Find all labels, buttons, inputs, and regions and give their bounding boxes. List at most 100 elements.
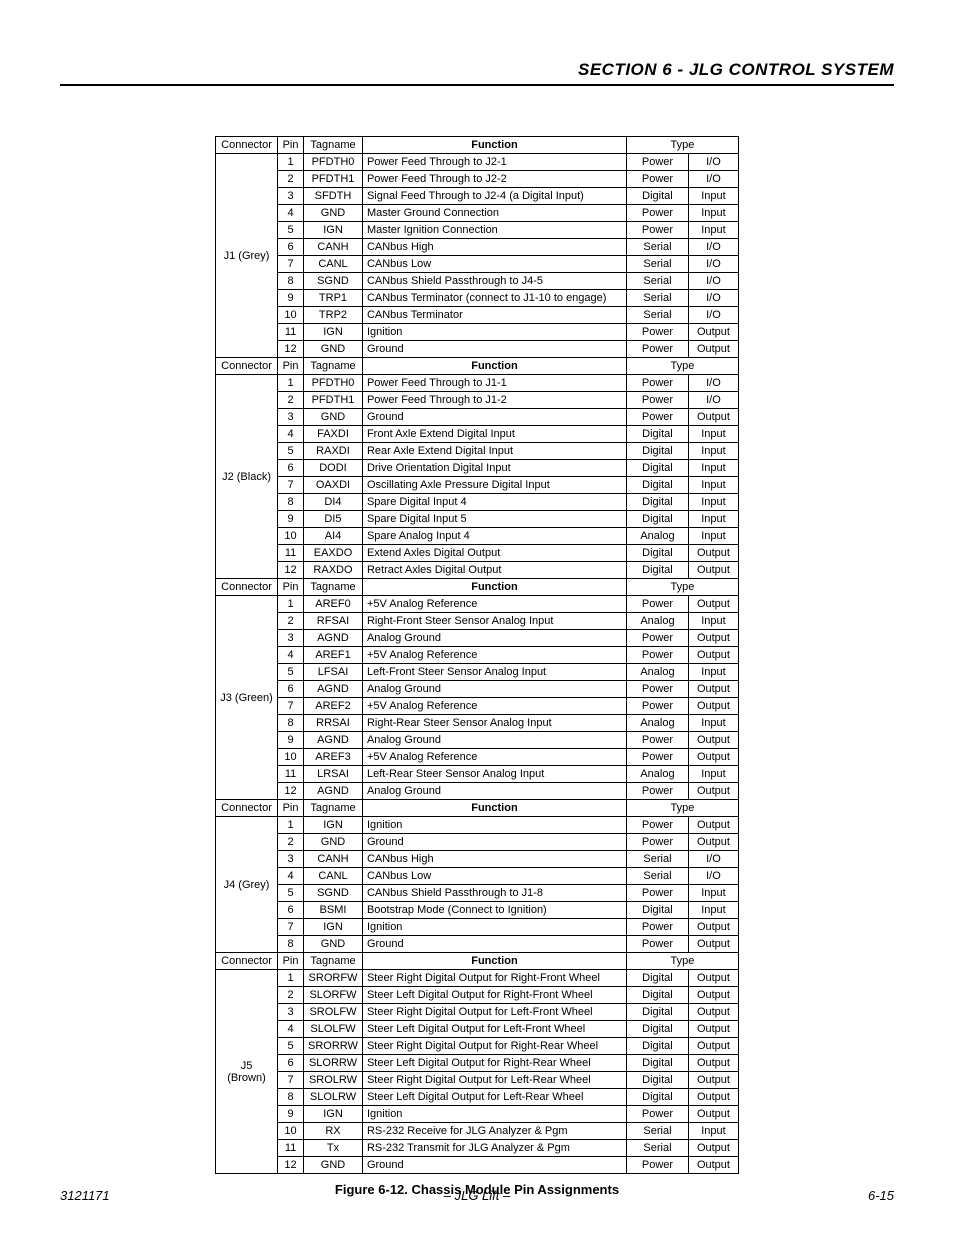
cell-type-category: Digital: [626, 460, 688, 477]
cell-tagname: LFSAI: [304, 664, 363, 681]
cell-type-direction: Input: [688, 766, 738, 783]
cell-tagname: SROLFW: [304, 1004, 363, 1021]
cell-type-category: Power: [626, 834, 688, 851]
table-row: 7OAXDIOscillating Axle Pressure Digital …: [216, 477, 739, 494]
cell-connector: J5 (Brown): [216, 970, 278, 1174]
col-header-tagname: Tagname: [304, 137, 363, 154]
table-row: 4CANLCANbus LowSerialI/O: [216, 868, 739, 885]
cell-type-category: Power: [626, 1106, 688, 1123]
cell-type-category: Power: [626, 1157, 688, 1174]
cell-type-direction: Input: [688, 477, 738, 494]
cell-function: Steer Right Digital Output for Left-Fron…: [362, 1004, 626, 1021]
col-header-type: Type: [626, 953, 738, 970]
cell-type-category: Power: [626, 919, 688, 936]
cell-type-category: Power: [626, 783, 688, 800]
col-header-pin: Pin: [278, 800, 304, 817]
table-row: 5SGNDCANbus Shield Passthrough to J1-8Po…: [216, 885, 739, 902]
cell-type-direction: Output: [688, 834, 738, 851]
cell-tagname: CANH: [304, 851, 363, 868]
cell-pin: 4: [278, 426, 304, 443]
cell-function: CANbus Shield Passthrough to J1-8: [362, 885, 626, 902]
cell-type-category: Power: [626, 647, 688, 664]
cell-tagname: RFSAI: [304, 613, 363, 630]
table-row: 2GNDGroundPowerOutput: [216, 834, 739, 851]
cell-type-category: Power: [626, 630, 688, 647]
cell-tagname: SRORFW: [304, 970, 363, 987]
cell-pin: 5: [278, 1038, 304, 1055]
col-header-function: Function: [362, 800, 626, 817]
cell-function: Analog Ground: [362, 783, 626, 800]
cell-pin: 7: [278, 477, 304, 494]
cell-connector: J1 (Grey): [216, 154, 278, 358]
table-row: 5LFSAILeft-Front Steer Sensor Analog Inp…: [216, 664, 739, 681]
cell-pin: 8: [278, 1089, 304, 1106]
cell-pin: 1: [278, 154, 304, 171]
cell-pin: 2: [278, 171, 304, 188]
col-header-pin: Pin: [278, 579, 304, 596]
cell-type-category: Power: [626, 936, 688, 953]
cell-function: +5V Analog Reference: [362, 698, 626, 715]
cell-type-category: Digital: [626, 1021, 688, 1038]
table-row: 3AGNDAnalog GroundPowerOutput: [216, 630, 739, 647]
cell-type-direction: Input: [688, 222, 738, 239]
cell-type-direction: Output: [688, 562, 738, 579]
cell-type-category: Digital: [626, 1055, 688, 1072]
cell-type-category: Digital: [626, 1072, 688, 1089]
cell-type-category: Power: [626, 817, 688, 834]
cell-function: Bootstrap Mode (Connect to Ignition): [362, 902, 626, 919]
cell-pin: 8: [278, 494, 304, 511]
col-header-tagname: Tagname: [304, 358, 363, 375]
cell-tagname: OAXDI: [304, 477, 363, 494]
cell-tagname: AGND: [304, 630, 363, 647]
cell-function: Signal Feed Through to J2-4 (a Digital I…: [362, 188, 626, 205]
pin-assignment-table: ConnectorPinTagnameFunctionType J1 (Grey)…: [215, 136, 739, 1174]
cell-tagname: AI4: [304, 528, 363, 545]
cell-tagname: DI4: [304, 494, 363, 511]
cell-pin: 1: [278, 596, 304, 613]
cell-function: Front Axle Extend Digital Input: [362, 426, 626, 443]
cell-type-category: Power: [626, 205, 688, 222]
footer-center: – JLG Lift –: [60, 1188, 894, 1203]
cell-tagname: LRSAI: [304, 766, 363, 783]
table-row: 3SROLFWSteer Right Digital Output for Le…: [216, 1004, 739, 1021]
col-header-pin: Pin: [278, 137, 304, 154]
table-header-row: ConnectorPinTagnameFunctionType: [216, 800, 739, 817]
cell-type-direction: I/O: [688, 375, 738, 392]
cell-type-category: Digital: [626, 494, 688, 511]
cell-tagname: AGND: [304, 732, 363, 749]
cell-tagname: PFDTH1: [304, 392, 363, 409]
cell-type-direction: Input: [688, 511, 738, 528]
cell-pin: 6: [278, 902, 304, 919]
cell-tagname: SGND: [304, 273, 363, 290]
table-header-row: ConnectorPinTagnameFunctionType: [216, 579, 739, 596]
cell-type-category: Digital: [626, 1004, 688, 1021]
cell-tagname: IGN: [304, 324, 363, 341]
cell-tagname: GND: [304, 1157, 363, 1174]
table-row: 11IGNIgnitionPowerOutput: [216, 324, 739, 341]
cell-type-direction: Input: [688, 528, 738, 545]
cell-function: CANbus High: [362, 851, 626, 868]
cell-tagname: RAXDO: [304, 562, 363, 579]
cell-function: Ground: [362, 409, 626, 426]
cell-pin: 5: [278, 885, 304, 902]
cell-type-direction: Output: [688, 324, 738, 341]
cell-type-direction: I/O: [688, 868, 738, 885]
cell-pin: 7: [278, 1072, 304, 1089]
table-row: J1 (Grey)1PFDTH0Power Feed Through to J2…: [216, 154, 739, 171]
footer-right: 6-15: [868, 1188, 894, 1203]
table-row: 7IGNIgnitionPowerOutput: [216, 919, 739, 936]
cell-function: CANbus Low: [362, 256, 626, 273]
cell-type-category: Serial: [626, 256, 688, 273]
cell-function: Left-Front Steer Sensor Analog Input: [362, 664, 626, 681]
cell-function: Retract Axles Digital Output: [362, 562, 626, 579]
cell-type-category: Serial: [626, 851, 688, 868]
cell-function: Ignition: [362, 324, 626, 341]
cell-pin: 4: [278, 205, 304, 222]
cell-function: Ground: [362, 1157, 626, 1174]
cell-pin: 8: [278, 715, 304, 732]
cell-function: Ignition: [362, 1106, 626, 1123]
cell-type-direction: Output: [688, 596, 738, 613]
cell-tagname: AREF3: [304, 749, 363, 766]
table-row: 9TRP1CANbus Terminator (connect to J1-10…: [216, 290, 739, 307]
cell-type-category: Power: [626, 885, 688, 902]
